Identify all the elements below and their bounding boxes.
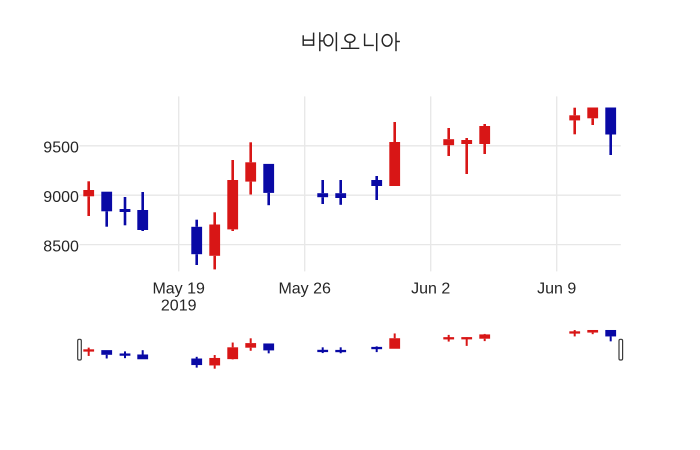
svg-text:2019: 2019: [161, 298, 197, 315]
svg-text:May 19: May 19: [152, 280, 205, 297]
svg-text:May 26: May 26: [278, 280, 331, 297]
svg-text:9500: 9500: [43, 140, 79, 157]
svg-text:9000: 9000: [43, 189, 79, 206]
svg-text:8500: 8500: [43, 238, 79, 255]
svg-text:Jun 9: Jun 9: [537, 280, 576, 297]
svg-text:Jun 2: Jun 2: [411, 280, 450, 297]
